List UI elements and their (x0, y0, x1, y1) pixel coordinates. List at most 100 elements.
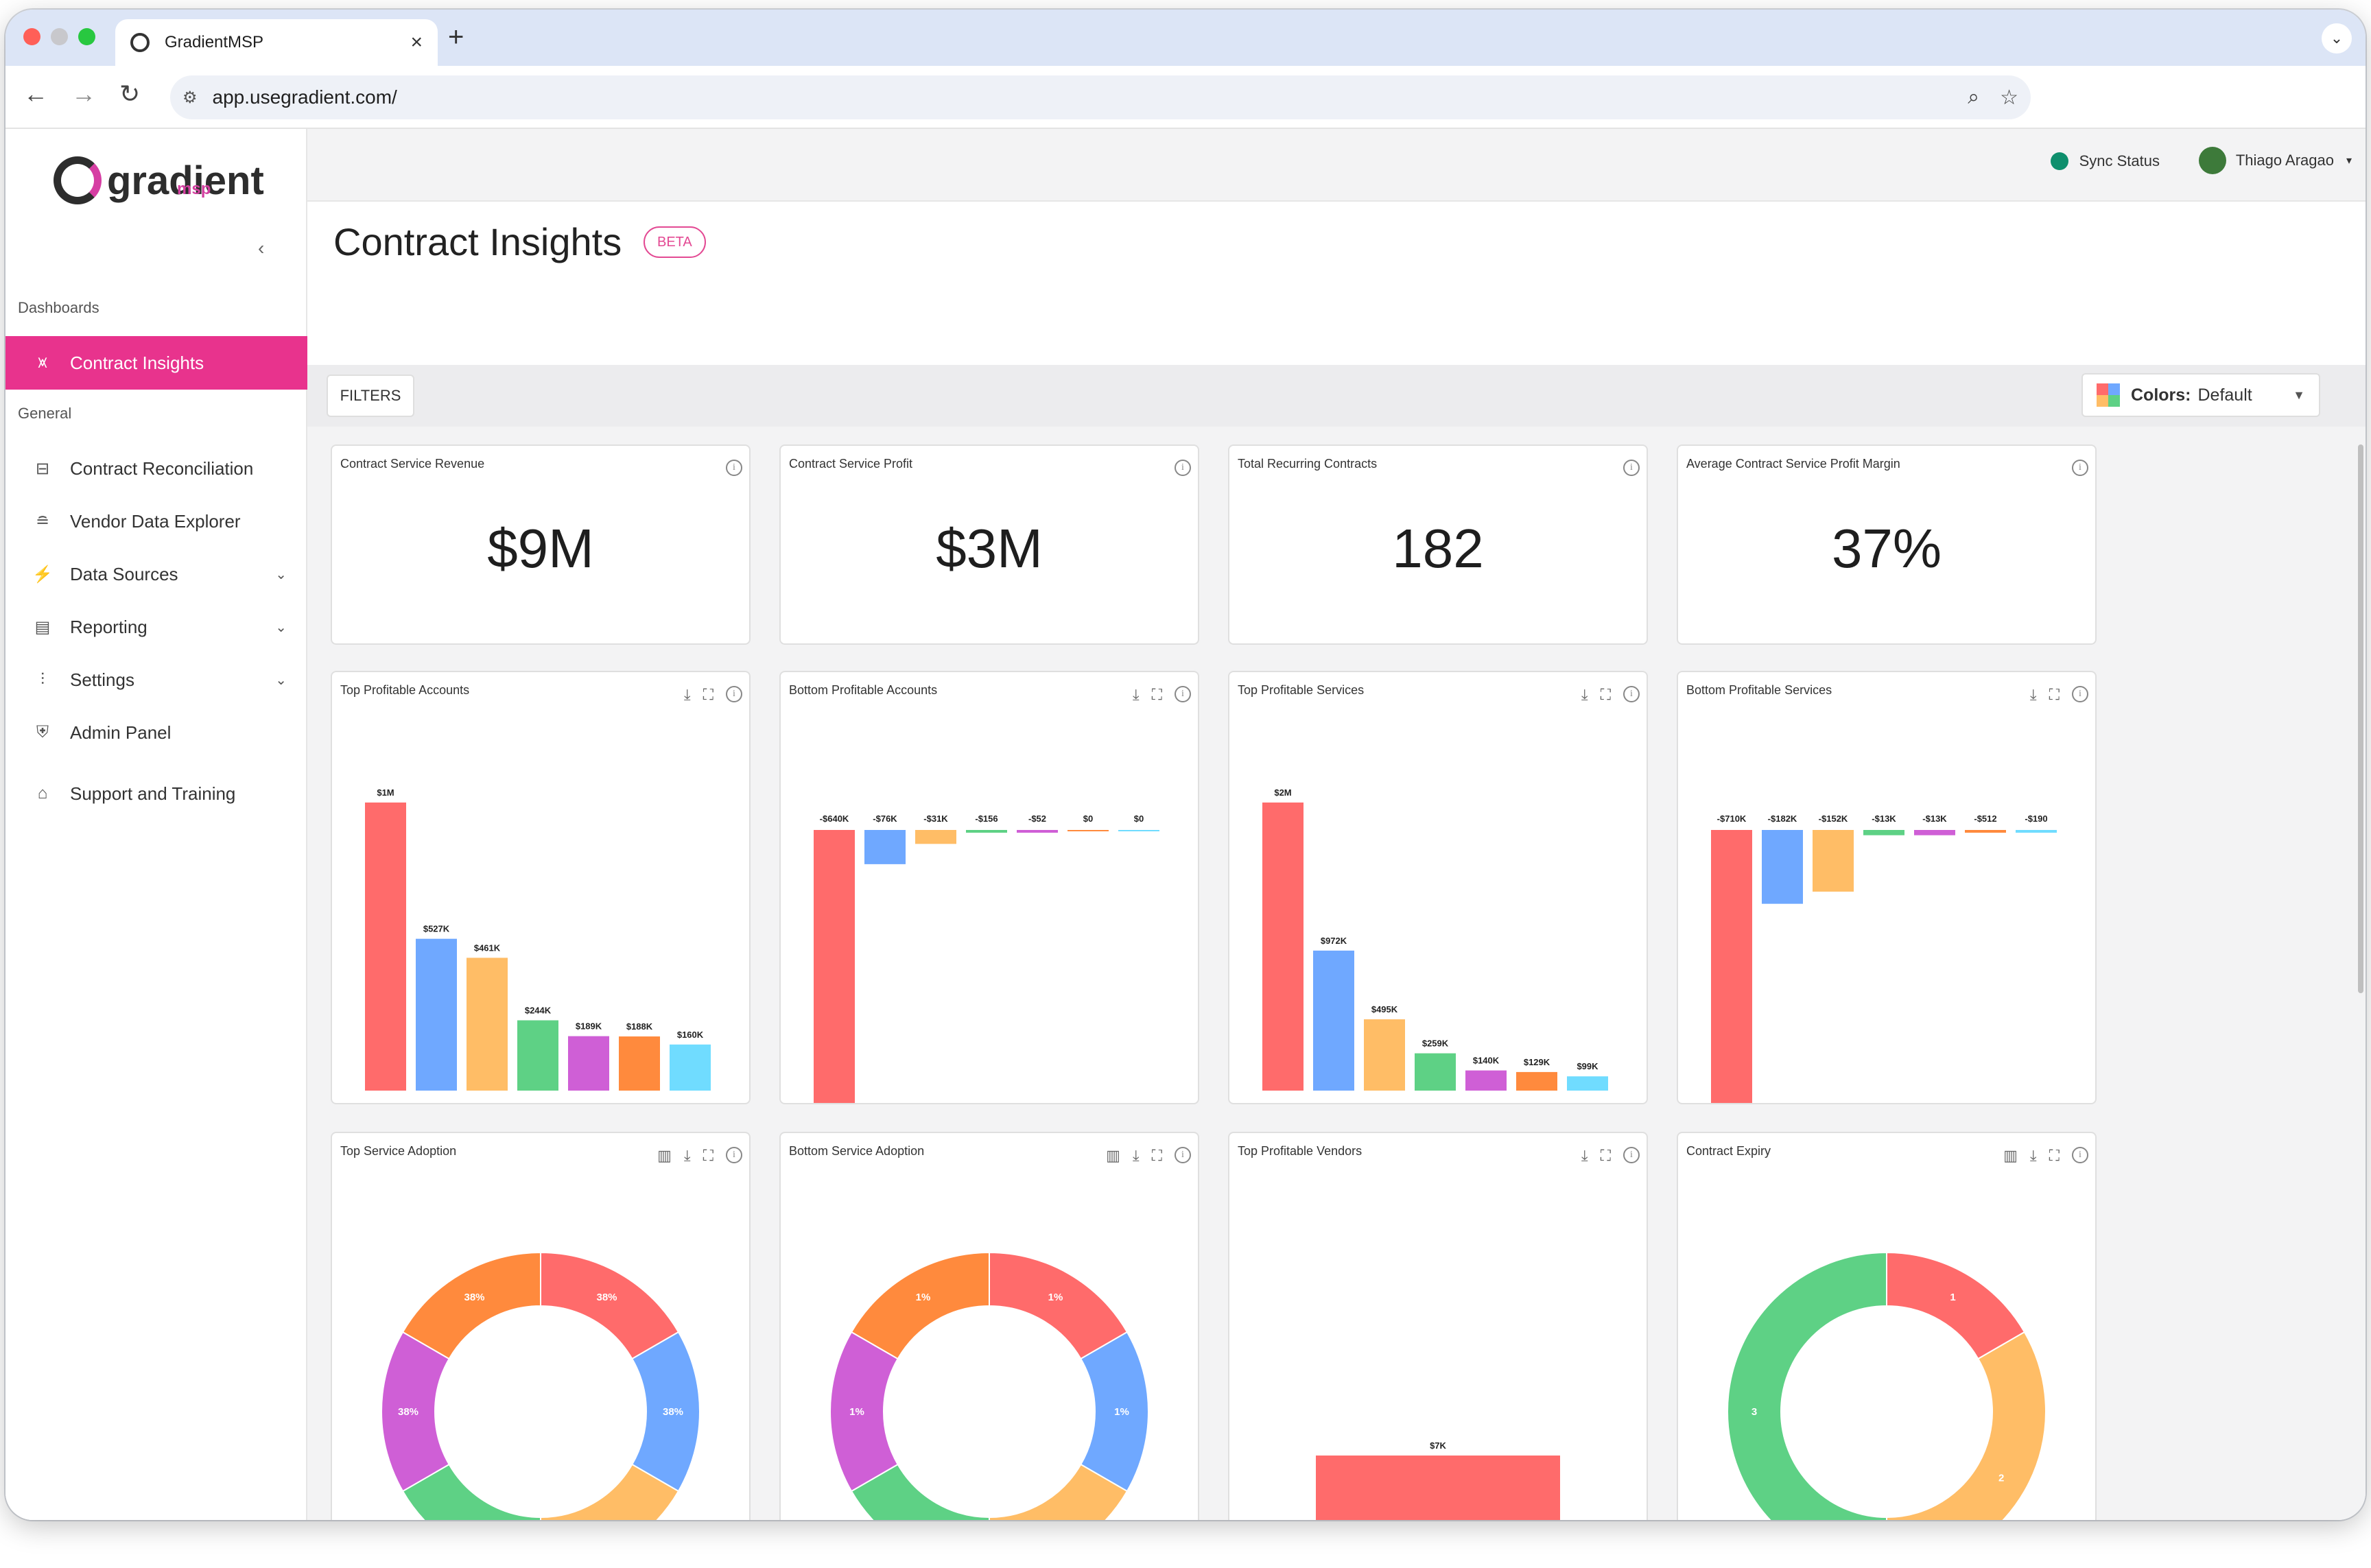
bar-data-label: $189K (576, 1021, 602, 1032)
chevron-down-icon[interactable]: ⌄ (275, 619, 287, 635)
expand-icon[interactable]: ⛶ (1151, 1147, 1162, 1164)
expand-icon[interactable]: ⛶ (703, 686, 713, 703)
top-bar: Sync Status Thiago Aragao ▾ (307, 129, 2366, 200)
sidebar-item-label: Vendor Data Explorer (70, 510, 241, 532)
zoom-window-button[interactable] (78, 28, 95, 45)
bar-data-label: -$13K (1872, 813, 1896, 824)
beta-badge: BETA (644, 226, 706, 258)
bar-data-label: $527K (423, 924, 450, 934)
expand-icon[interactable]: ⛶ (2049, 686, 2060, 703)
tab-search-button[interactable]: ⌄ (2322, 23, 2352, 54)
bar (814, 830, 855, 1103)
pie-slice (989, 1251, 1129, 1360)
download-icon[interactable]: ⤓ (1132, 686, 1140, 703)
sidebar-item-vendor-data-explorer[interactable]: ≘ Vendor Data Explorer (5, 495, 307, 548)
minimize-window-button[interactable] (51, 28, 68, 45)
download-icon[interactable]: ⤓ (683, 1147, 691, 1164)
info-icon[interactable]: i (726, 686, 742, 702)
chart-title: Bottom Profitable Accounts (789, 683, 938, 697)
info-icon[interactable]: i (2072, 460, 2088, 476)
chart-card: Top Service Adoption ▥ ⤓ ⛶ i 38% 38% 38% 38% 38% 3… (331, 1132, 751, 1520)
new-tab-button[interactable]: + (448, 22, 464, 52)
sidebar-item-label: Reporting (70, 616, 148, 637)
info-icon[interactable]: i (1623, 686, 1640, 702)
bar-data-label: $2M (1274, 787, 1291, 798)
info-icon[interactable]: i (726, 1147, 742, 1163)
collapse-sidebar-icon[interactable]: ‹ (258, 237, 265, 259)
page-title: Contract Insights (333, 220, 622, 263)
bar-data-label: -$76K (873, 813, 897, 824)
forward-icon[interactable]: → (71, 80, 96, 108)
close-window-button[interactable] (23, 28, 40, 45)
pie-slice (1886, 1251, 2026, 1360)
address-bar[interactable]: ⚙ app.usegradient.com/ ⌕ ☆ (170, 75, 2031, 119)
sync-status[interactable]: Sync Status (2050, 152, 2160, 170)
bookmark-star-icon[interactable]: ☆ (2000, 86, 2018, 109)
sidebar-item-label: Support and Training (70, 783, 236, 804)
bar-chart-toggle-icon[interactable]: ▥ (2003, 1147, 2018, 1164)
bar-chart-toggle-icon[interactable]: ▥ (657, 1147, 672, 1164)
chart-card: Top Profitable Accounts ⤓ ⛶ i $1M $527K $461K $… (331, 671, 751, 1104)
gradient-logo[interactable]: gradient (54, 156, 264, 204)
download-icon[interactable]: ⤓ (1581, 686, 1588, 703)
colors-select[interactable]: Colors: Default ▼ (2081, 373, 2320, 417)
bar (2016, 830, 2057, 833)
card-actions: ⤓ ⛶ i (1581, 1147, 1640, 1165)
expand-icon[interactable]: ⛶ (703, 1147, 713, 1164)
info-icon[interactable]: i (2072, 1147, 2088, 1163)
sidebar-item-data-sources[interactable]: ⚡ Data Sources ⌄ (5, 547, 307, 601)
zoom-icon[interactable]: ⌕ (1968, 86, 1980, 108)
chevron-down-icon[interactable]: ⌄ (275, 672, 287, 688)
download-icon[interactable]: ⤓ (2029, 1147, 2037, 1164)
info-icon[interactable]: i (1623, 460, 1640, 476)
site-settings-icon[interactable]: ⚙ (182, 88, 198, 107)
download-icon[interactable]: ⤓ (1581, 1147, 1588, 1164)
pie-slice (989, 1463, 1129, 1520)
info-icon[interactable]: i (1623, 1147, 1640, 1163)
info-icon[interactable]: i (726, 460, 742, 476)
card-actions: ▥ ⤓ ⛶ i (657, 1147, 742, 1165)
sync-status-dot (2050, 152, 2068, 170)
download-icon[interactable]: ⤓ (1132, 1147, 1140, 1164)
bar (1262, 803, 1304, 1091)
tab-close-icon[interactable]: × (410, 31, 423, 54)
expand-icon[interactable]: ⛶ (1600, 686, 1611, 703)
sidebar-item-settings[interactable]: ⫶ Settings ⌄ (5, 653, 307, 706)
browser-tab[interactable]: GradientMSP × (115, 19, 438, 66)
card-actions: ▥ ⤓ ⛶ i (1106, 1147, 1191, 1165)
bar-chart-toggle-icon[interactable]: ▥ (1106, 1147, 1120, 1164)
reload-icon[interactable]: ↻ (119, 80, 141, 108)
info-icon[interactable]: i (1175, 460, 1191, 476)
pie-slice (1727, 1251, 1887, 1520)
expand-icon[interactable]: ⛶ (1600, 1147, 1611, 1164)
expand-icon[interactable]: ⛶ (2049, 1147, 2060, 1164)
expand-icon[interactable]: ⛶ (1151, 686, 1162, 703)
info-icon[interactable]: i (2072, 686, 2088, 702)
back-icon[interactable]: ← (23, 80, 48, 108)
download-icon[interactable]: ⤓ (2029, 686, 2037, 703)
bar (1364, 1019, 1405, 1091)
user-menu[interactable]: Thiago Aragao ▾ (2198, 147, 2352, 174)
bar (966, 830, 1007, 833)
sidebar-item-contract-reconciliation[interactable]: ⊟ Contract Reconciliation (5, 442, 307, 495)
section-dashboards: Dashboards (18, 299, 99, 316)
sidebar-item-reporting[interactable]: ▤ Reporting ⌄ (5, 600, 307, 654)
chevron-down-icon[interactable]: ⌄ (275, 567, 287, 582)
sidebar-item-label: Data Sources (70, 563, 178, 584)
sidebar-item-admin-panel[interactable]: ⛨ Admin Panel (5, 706, 307, 759)
sidebar-item-contract-insights[interactable]: ⩙ Contract Insights (5, 336, 307, 390)
url-text[interactable]: app.usegradient.com/ (212, 86, 397, 108)
pie-data-label: 38% (663, 1406, 683, 1418)
info-icon[interactable]: i (1175, 1147, 1191, 1163)
download-icon[interactable]: ⤓ (683, 686, 691, 703)
bar (1914, 830, 1955, 835)
bar-data-label: $244K (525, 1006, 552, 1016)
info-icon[interactable]: i (1175, 686, 1191, 702)
sidebar-item-label: Admin Panel (70, 722, 172, 743)
bar (1313, 950, 1354, 1091)
sidebar-item-label: Settings (70, 669, 134, 690)
scrollbar-thumb[interactable] (2358, 444, 2363, 993)
sidebar-item-support-and-training[interactable]: ⌂ Support and Training (5, 767, 307, 820)
card-actions: ▥ ⤓ ⛶ i (2003, 1147, 2088, 1165)
filters-button[interactable]: FILTERS (327, 375, 414, 417)
